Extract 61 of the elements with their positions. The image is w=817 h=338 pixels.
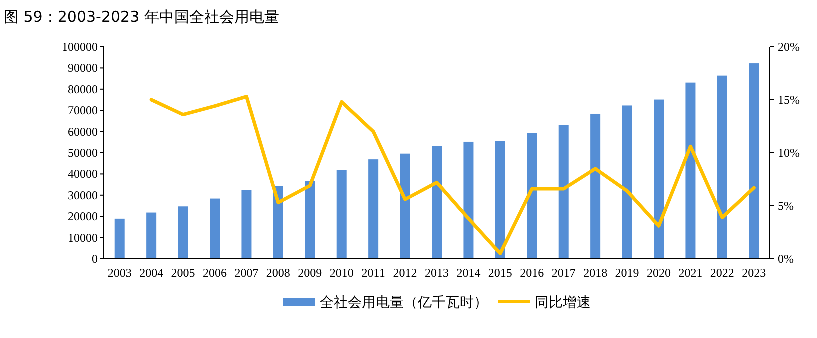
x-tick-label: 2018 [584,266,608,280]
bar [495,141,506,259]
x-tick-label: 2011 [362,266,386,280]
y-tick-label: 50000 [68,146,98,160]
x-tick-label: 2004 [140,266,164,280]
bar [432,146,442,259]
x-tick-label: 2003 [108,266,132,280]
y2-tick-label: 20% [778,40,800,54]
line-series [150,95,756,256]
y-tick-label: 40000 [68,167,98,182]
y-tick-label: 20000 [68,210,98,224]
x-tick-label: 2012 [393,266,418,280]
bar [717,76,728,259]
bar [464,142,474,259]
y-tick-label: 30000 [68,188,98,202]
bar [527,133,538,259]
y2-tick-label: 15% [778,93,800,107]
bar [336,170,347,259]
x-tick-label: 2009 [298,266,322,280]
x-tick-label: 2016 [520,266,544,280]
bar [654,100,664,259]
bar [590,114,601,259]
legend-label: 同比增速 [535,295,591,311]
bar [114,218,125,259]
legend-label: 全社会用电量（亿千瓦时） [320,295,488,311]
chart-title: 图 59：2003-2023 年中国全社会用电量 [4,8,280,26]
bar [400,154,410,259]
x-tick-label: 2005 [171,266,196,280]
y-tick-label: 80000 [68,82,98,96]
bar [146,212,157,259]
x-tick-label: 2023 [742,266,766,280]
x-tick-label: 2022 [710,266,734,280]
bar [368,160,379,259]
bar [622,106,632,259]
x-tick-label: 2017 [552,266,576,280]
y2-tick-label: 0% [778,252,794,266]
x-tick-label: 2015 [488,266,512,280]
bar [210,198,220,259]
y-tick-label: 10000 [68,230,98,245]
bar [558,125,569,259]
y2-tick-label: 10% [778,146,800,160]
bar [305,181,316,259]
x-tick-label: 2019 [615,266,640,280]
x-tick-label: 2010 [330,266,354,280]
bar [178,206,188,259]
y-tick-label: 90000 [68,61,98,76]
x-tick-label: 2007 [234,266,259,280]
y2-tick-label: 5% [778,199,794,213]
y-tick-label: 60000 [68,124,98,139]
y-tick-label: 0 [92,252,98,266]
y-tick-label: 100000 [62,40,98,54]
bar [242,190,252,259]
x-tick-label: 2013 [425,266,449,280]
x-tick-label: 2006 [203,266,227,280]
x-tick-label: 2008 [266,266,290,280]
y-tick-label: 70000 [68,104,98,118]
bar [749,64,760,259]
x-tick-label: 2014 [456,266,481,280]
x-tick-label: 2020 [647,266,671,280]
x-tick-label: 2021 [678,266,703,280]
bar [686,82,696,259]
